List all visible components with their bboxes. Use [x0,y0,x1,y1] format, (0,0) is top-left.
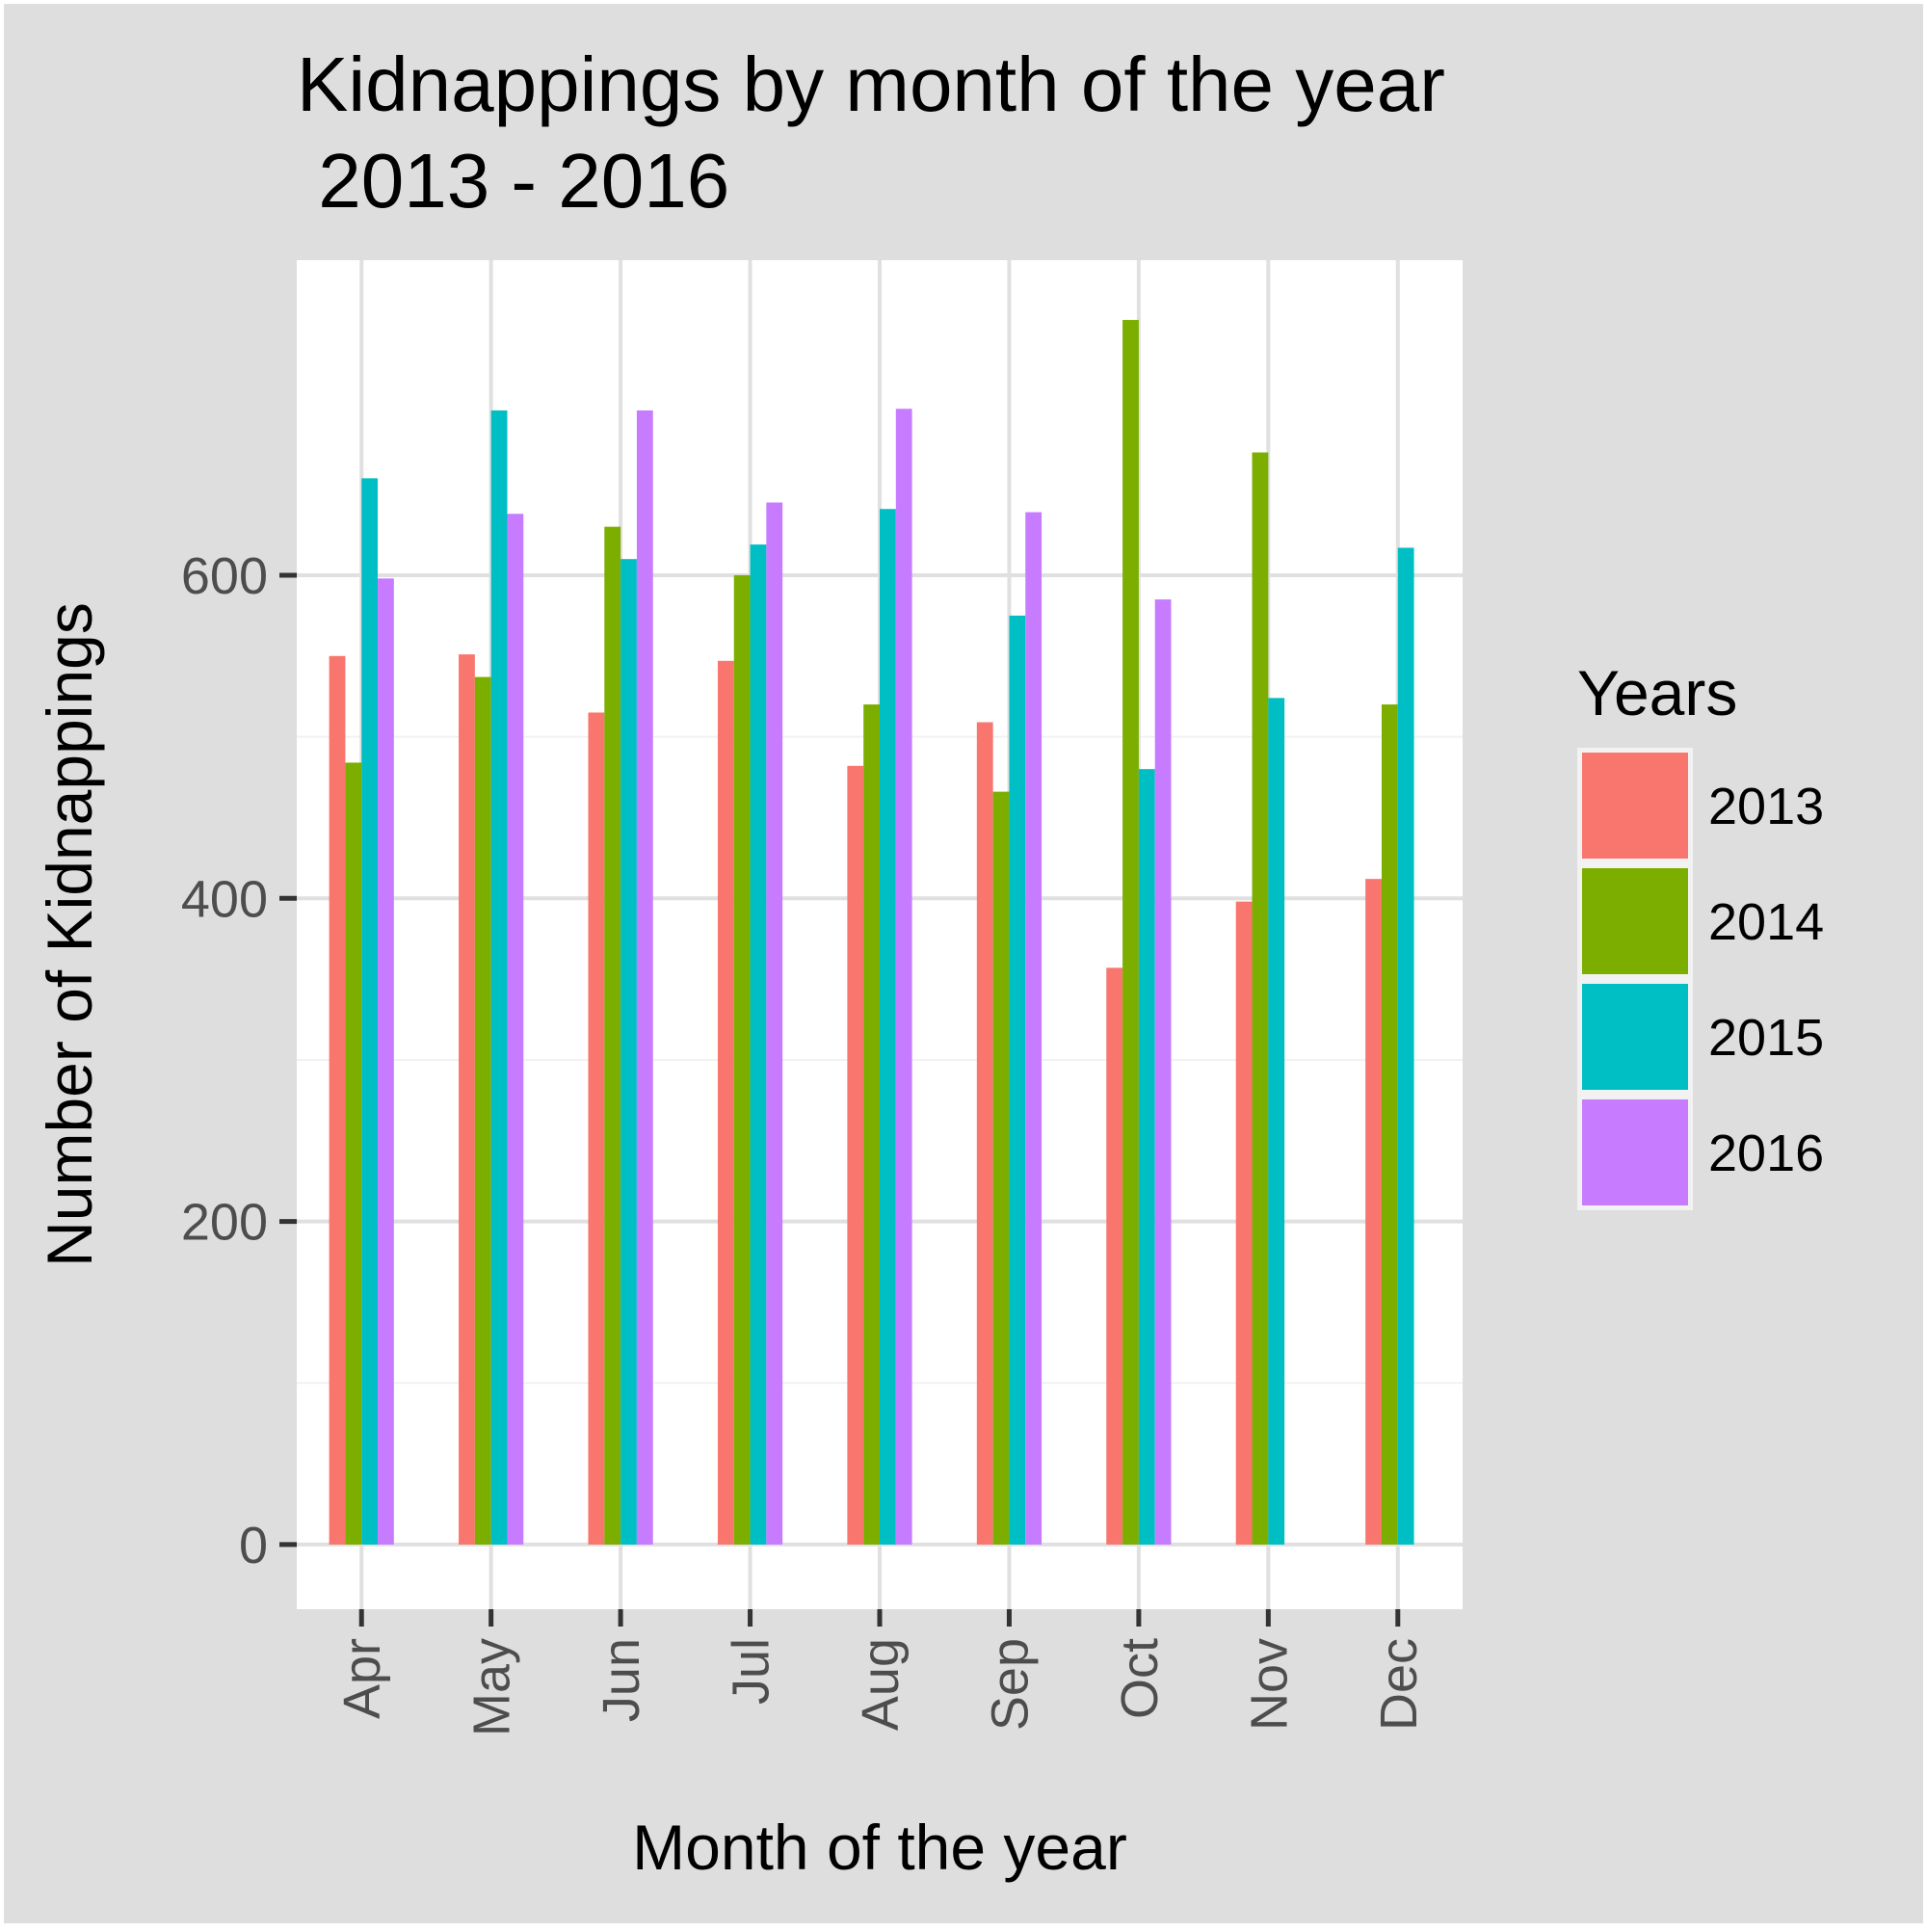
bar-apr-2013 [329,655,346,1545]
legend-label-2015: 2015 [1708,1009,1824,1067]
bar-aug-2016 [895,409,912,1545]
bar-may-2014 [474,676,491,1545]
legend: Years 2013 2014 2015 2016 [1577,657,1824,1210]
x-tick-label-dec: Dec [1370,1638,1428,1731]
legend-label-2013: 2013 [1708,778,1824,835]
bar-apr-2015 [361,478,379,1545]
bar-may-2013 [459,654,475,1545]
axis-layer: 0 200 400 600 Apr May Jun Jul Aug Sep Oct Nov Dec [181,547,1428,1736]
bar-oct-2015 [1138,769,1155,1545]
bar-jul-2014 [733,574,751,1545]
x-tick-label-nov: Nov [1240,1638,1298,1731]
x-axis-label: Month of the year [632,1812,1127,1883]
y-tick-label: 400 [181,870,268,928]
legend-label-2016: 2016 [1708,1125,1824,1182]
x-tick-label-apr: Apr [333,1638,391,1719]
legend-swatch-2016 [1582,1099,1688,1205]
bar-jun-2015 [620,559,637,1545]
legend-swatch-2014 [1582,868,1688,974]
x-tick-label-sep: Sep [981,1638,1039,1731]
bar-sep-2014 [992,791,1010,1545]
bar-sep-2015 [1009,615,1026,1545]
x-tick-label-aug: Aug [852,1638,910,1731]
bar-aug-2014 [863,704,880,1545]
bar-apr-2016 [378,578,394,1545]
x-tick-label-jul: Jul [723,1638,780,1705]
bar-jun-2013 [588,712,605,1545]
bars-layer [329,320,1414,1545]
legend-items: 2013 2014 2015 2016 [1577,748,1824,1210]
y-tick-label: 0 [239,1517,268,1575]
y-tick-label: 600 [181,547,268,605]
bar-jul-2015 [750,544,767,1545]
bar-sep-2013 [976,722,993,1545]
legend-swatch-2013 [1582,753,1688,859]
x-tick-label-may: May [463,1638,521,1736]
chart-title-line-2: 2013 - 2016 [297,138,729,224]
bar-nov-2015 [1268,698,1285,1545]
bar-aug-2015 [880,509,896,1545]
x-tick-label-jun: Jun [593,1638,650,1722]
bar-nov-2013 [1235,901,1253,1545]
bar-jun-2016 [636,410,653,1545]
bar-oct-2016 [1154,599,1172,1545]
x-tick-label-oct: Oct [1111,1638,1169,1719]
bar-apr-2014 [345,762,362,1545]
bar-may-2015 [490,410,508,1545]
bar-sep-2016 [1025,512,1043,1545]
bar-oct-2013 [1106,967,1123,1545]
chart-title-line-1: Kidnappings by month of the year [297,41,1445,127]
bar-jul-2013 [717,660,734,1545]
bar-dec-2013 [1365,879,1382,1545]
bar-may-2016 [507,514,524,1545]
legend-swatch-2015 [1582,984,1688,1090]
bar-jul-2016 [766,502,783,1545]
legend-label-2014: 2014 [1708,893,1824,951]
y-axis-label: Number of Kidnappings [34,602,105,1267]
bar-dec-2015 [1397,547,1414,1545]
y-tick-label: 200 [181,1194,268,1252]
bar-jun-2014 [604,526,621,1545]
bar-aug-2013 [847,765,864,1545]
bar-oct-2014 [1122,320,1139,1545]
bar-nov-2014 [1252,452,1269,1545]
bar-dec-2014 [1381,704,1398,1545]
legend-title: Years [1577,657,1737,728]
